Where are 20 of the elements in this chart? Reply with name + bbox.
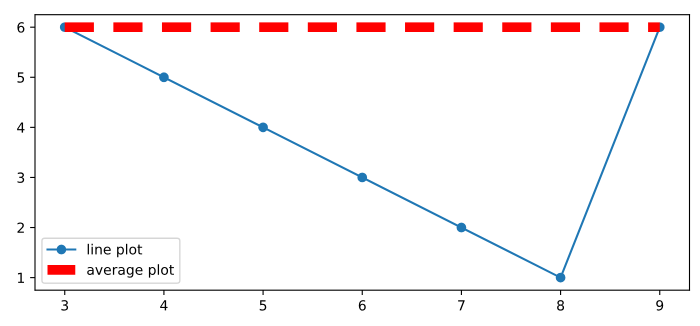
- y-tick-label: 5: [18, 72, 24, 83]
- point: [456, 222, 466, 232]
- x-tick-label: 3: [61, 300, 68, 311]
- legend-label: line plot: [88, 244, 142, 258]
- point: [258, 122, 268, 132]
- point: [159, 72, 169, 82]
- x-tick-label: 6: [358, 300, 366, 311]
- x-tick-label: 7: [458, 300, 465, 310]
- y-tick-label: 2: [17, 222, 24, 233]
- x-tick-label: 8: [557, 300, 564, 311]
- y-tick-label: 1: [18, 272, 24, 283]
- x-tick-label: 9: [656, 300, 664, 311]
- x-tick-label: 4: [160, 300, 168, 310]
- y-tick-label: 4: [17, 122, 24, 133]
- y-tick-label: 6: [17, 22, 24, 33]
- x-tick-label: 5: [260, 300, 266, 311]
- y-tick-label: 3: [18, 172, 24, 183]
- point: [357, 172, 368, 182]
- point: [556, 272, 566, 282]
- legend-label: average plot: [87, 264, 174, 278]
